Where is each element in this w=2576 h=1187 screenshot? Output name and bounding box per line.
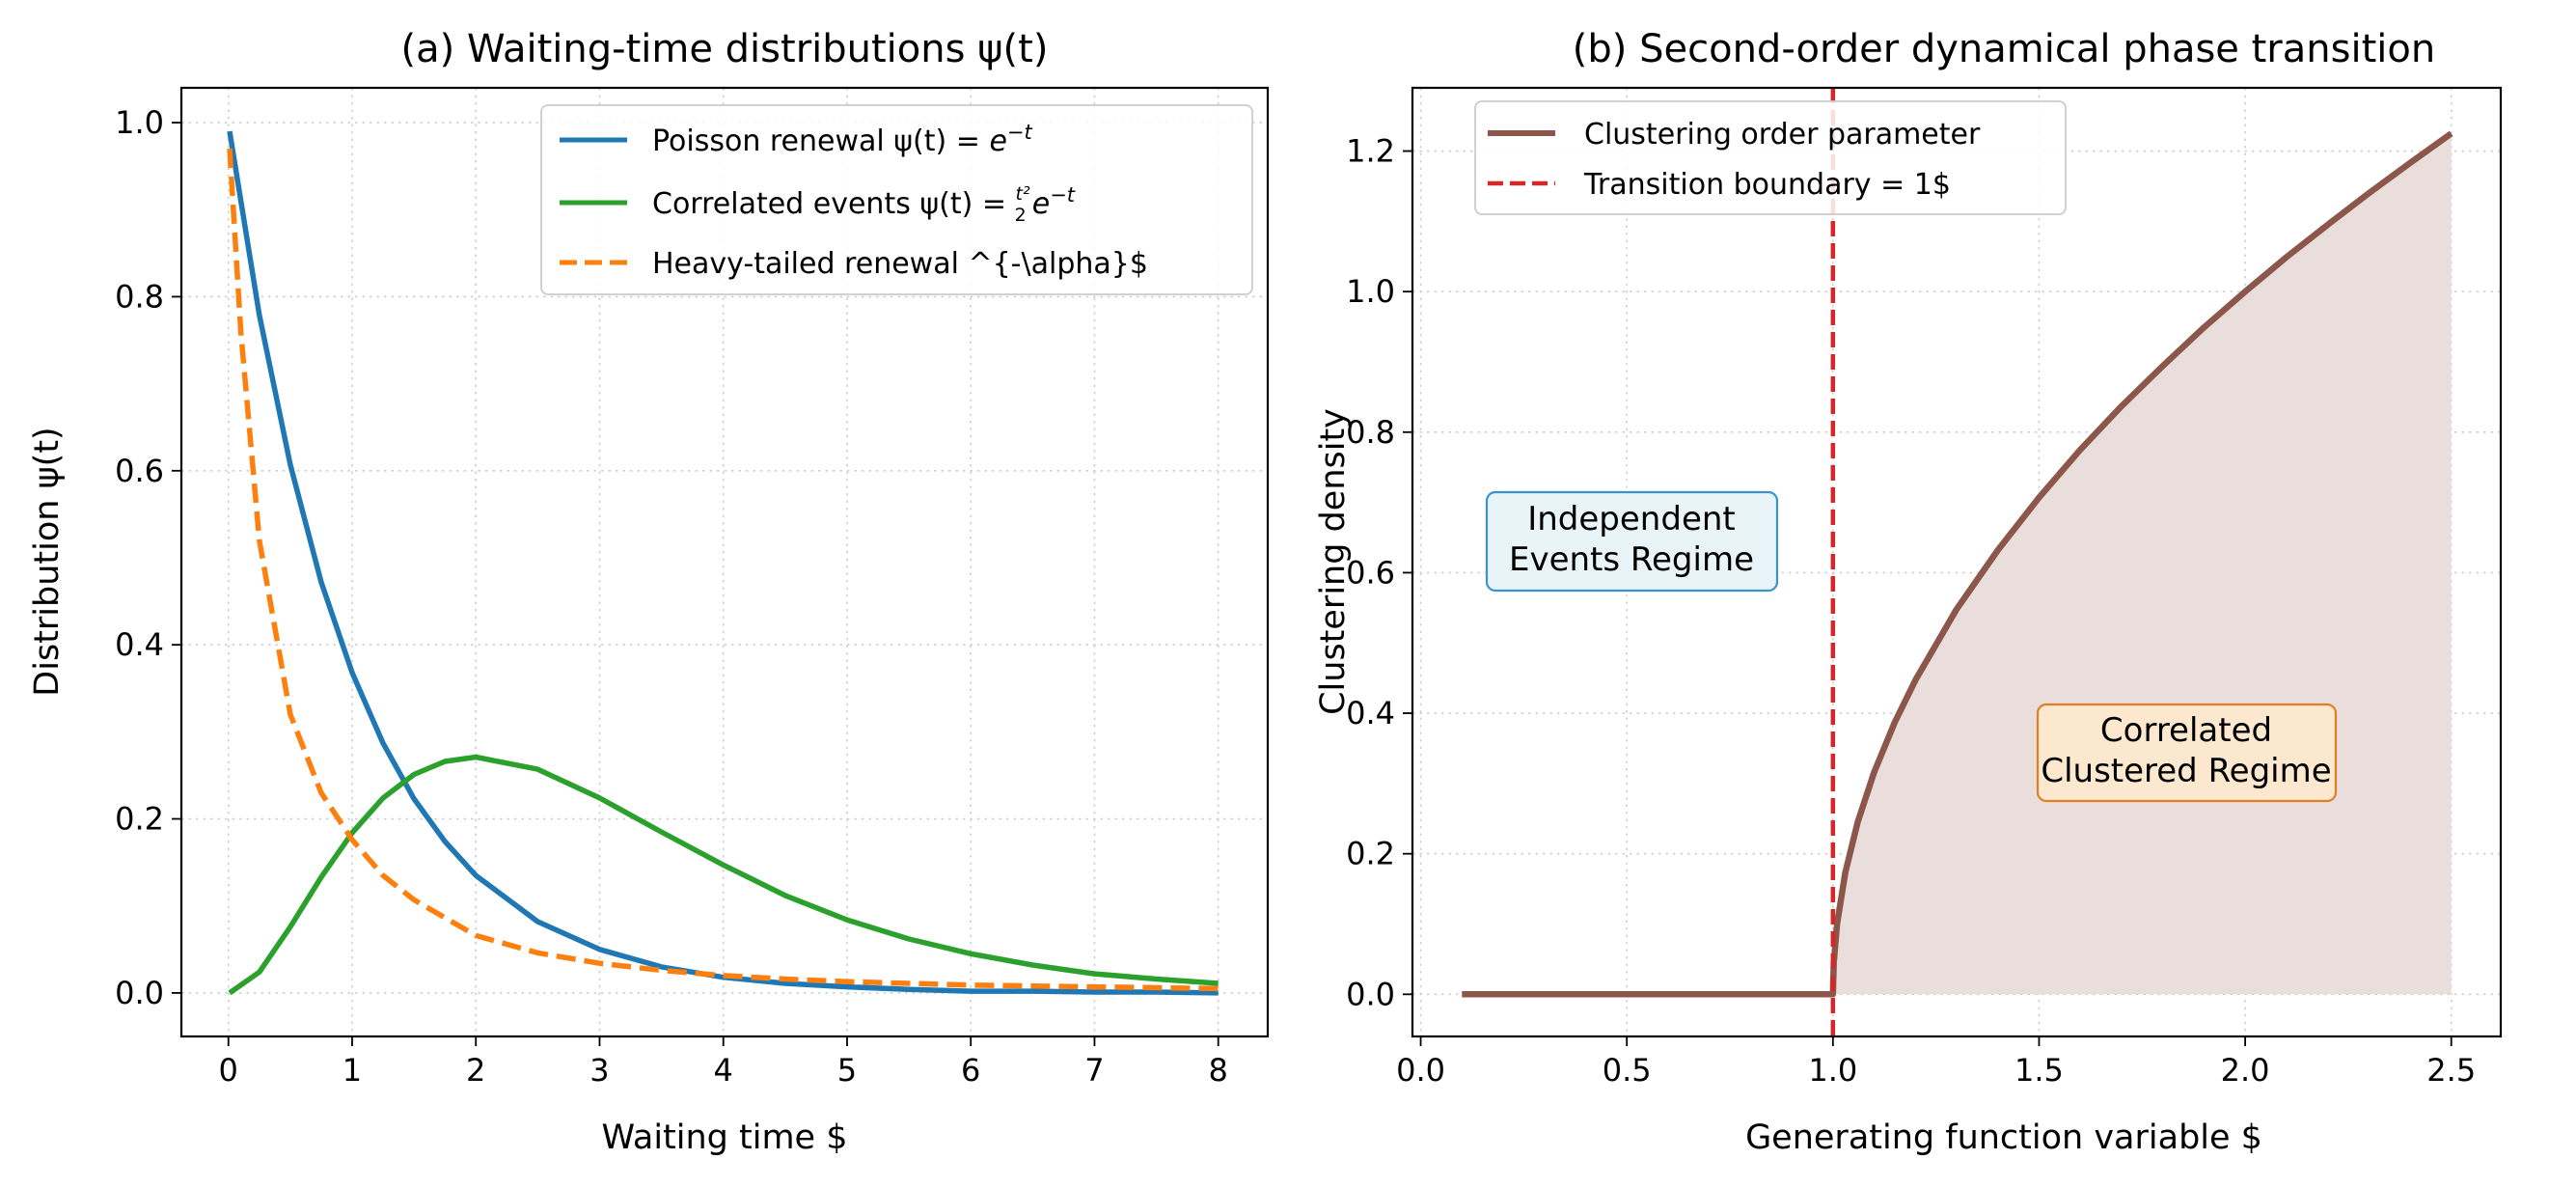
panel-a-frame: [179, 86, 1270, 1038]
y-tick-label: 1.0: [115, 104, 164, 141]
x-tick-label: 8: [1209, 1052, 1228, 1089]
annotation-independent-regime: Independent Events Regime: [1485, 490, 1779, 593]
annotation-independent-line-2: Events Regime: [1509, 540, 1754, 579]
y-tick-label: 1.2: [1346, 133, 1395, 170]
x-tick-label: 2: [466, 1052, 485, 1089]
x-tick-label: 1.5: [2014, 1052, 2064, 1089]
panel-a-legend: Poisson renewal ψ(t) = e−t Correlated ev…: [540, 104, 1253, 295]
panel-a: 0 1 2 3 4 5 6 7 8 0.0 0.2 0.4 0.6 0.8 1.0 (a) Waiting-…: [28, 27, 1270, 1157]
legend-label-order-parameter: Clustering order parameter: [1584, 118, 1981, 152]
y-tick-label: 0.8: [1346, 414, 1395, 451]
annotation-correlated-regime: Correlated Clustered Regime: [2036, 703, 2338, 803]
y-tick-label: 0.4: [115, 626, 164, 663]
x-tick-label: 5: [837, 1052, 857, 1089]
x-tick-label: 2.0: [2221, 1052, 2270, 1089]
legend-label-correlated: Correlated events ψ(t) = t² 2 e−t: [652, 183, 1076, 226]
x-tick-label: 1.0: [1808, 1052, 1857, 1089]
y-tick-label: 0.2: [1346, 836, 1395, 872]
annotation-correlated-line-2: Clustered Regime: [2041, 752, 2331, 790]
legend-label-heavy-tailed: Heavy-tailed renewal ^{-\alpha}$: [652, 247, 1148, 281]
series-line-correlated: [228, 754, 1219, 996]
y-tick-label: 0.6: [115, 453, 164, 489]
annotation-independent-line-1: Independent: [1527, 500, 1736, 538]
x-tick-label: 4: [714, 1052, 733, 1089]
panel-a-ticks: 0 1 2 3 4 5 6 7 8 0.0 0.2 0.4 0.6 0.8 1.0: [115, 104, 1228, 1089]
x-tick-label: 3: [589, 1052, 609, 1089]
panel-a-title: (a) Waiting-time distributions ψ(t): [401, 27, 1049, 71]
series-line-poisson: [227, 130, 1219, 996]
panel-b-ylabel: Clustering density: [1314, 408, 1353, 715]
panel-b: 0.0 0.5 1.0 1.5 2.0 2.50.00.20.40.60.81.01.2 …: [1314, 27, 2503, 1157]
panel-b-annotations: Independent Events Regime Correlated Clu…: [1485, 490, 2338, 803]
y-tick-label: 0.2: [115, 801, 164, 838]
y-tick-label: 0.4: [1346, 695, 1395, 732]
y-tick-label: 1.0: [1346, 273, 1395, 310]
y-tick-label: 0.0: [1346, 976, 1395, 1012]
panel-a-xlabel: Waiting time $: [602, 1118, 848, 1157]
y-tick-label: 0.6: [1346, 554, 1395, 591]
legend-label-transition-boundary: Transition boundary = 1$: [1583, 168, 1951, 202]
legend-label-poisson: Poisson renewal ψ(t) = e−t: [652, 121, 1033, 158]
legend-box: [540, 104, 1253, 295]
annotation-correlated-line-1: Correlated: [2100, 711, 2272, 750]
series-line-heavy-tailed: [227, 148, 1219, 992]
legend-box: [1474, 100, 2067, 215]
annotation-correlated-box: [2036, 703, 2338, 803]
x-tick-label: 0.0: [1396, 1052, 1445, 1089]
panel-b-xlabel: Generating function variable $: [1745, 1118, 2262, 1157]
x-tick-label: 0.5: [1603, 1052, 1652, 1089]
panel-a-lines: [227, 130, 1219, 996]
x-tick-label: 1: [343, 1052, 362, 1089]
panel-b-frame: [1411, 86, 2503, 1038]
x-tick-label: 2.5: [2426, 1052, 2476, 1089]
panel-a-ylabel: Distribution ψ(t): [28, 427, 67, 696]
panel-b-title: (b) Second-order dynamical phase transit…: [1573, 27, 2435, 71]
x-tick-label: 0: [219, 1052, 238, 1089]
panel-b-ticks: 0.0 0.5 1.0 1.5 2.0 2.5 0.0 0.2 0.4 0.6 0.8 1.0 1.2: [1346, 133, 2476, 1089]
x-tick-label: 6: [961, 1052, 980, 1089]
x-tick-label: 7: [1084, 1052, 1104, 1089]
panel-b-legend: Clustering order parameter Transition bo…: [1474, 100, 2067, 215]
annotation-independent-box: [1485, 490, 1779, 593]
y-tick-label: 0.8: [115, 278, 164, 315]
y-tick-label: 0.0: [115, 975, 164, 1011]
